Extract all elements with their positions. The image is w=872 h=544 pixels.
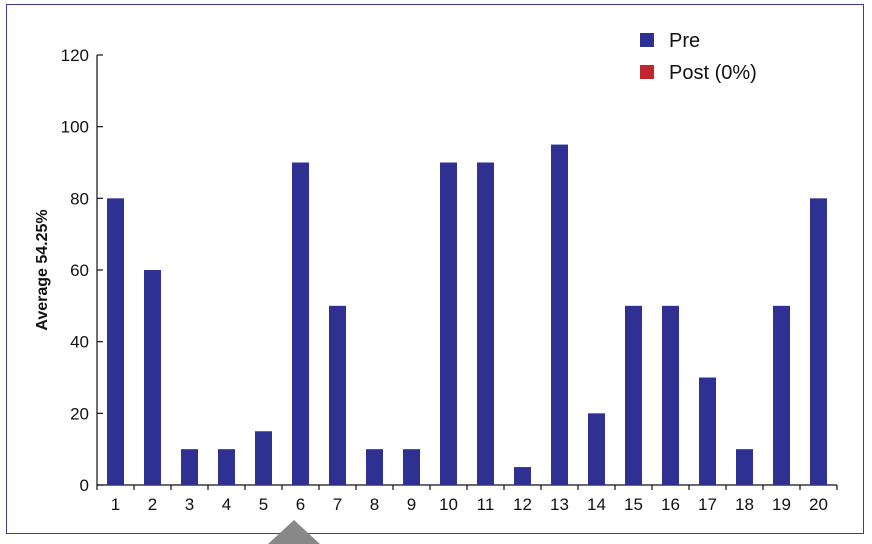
legend-swatch [640, 33, 654, 47]
bar-pre [477, 162, 494, 485]
x-tick-label: 12 [513, 495, 532, 514]
bar-pre [588, 413, 605, 485]
bar-pre [662, 305, 679, 485]
x-tick-label: 3 [185, 495, 194, 514]
legend-label: Post (0%) [669, 62, 757, 84]
bar-pre [144, 270, 161, 485]
y-tick-label: 60 [70, 261, 89, 280]
x-tick-label: 5 [259, 495, 268, 514]
x-tick-label: 7 [333, 495, 342, 514]
bar-pre [440, 162, 457, 485]
bar-pre [181, 449, 198, 485]
x-tick-label: 13 [550, 495, 569, 514]
x-tick-label: 16 [661, 495, 680, 514]
x-tick-label: 6 [296, 495, 305, 514]
x-tick-label: 11 [477, 495, 495, 514]
y-tick-label: 0 [80, 476, 89, 495]
x-tick-label: 19 [772, 495, 791, 514]
bar-pre [810, 198, 827, 486]
x-tick-label: 4 [222, 495, 231, 514]
bars [107, 144, 827, 486]
x-tick-label: 18 [735, 495, 754, 514]
bar-pre [699, 377, 716, 485]
x-tick-label: 14 [587, 495, 606, 514]
y-axis-label: Average 54.25% [34, 209, 51, 330]
decorative-arrow-shape [268, 520, 320, 544]
x-tick-label: 17 [698, 495, 717, 514]
bar-pre [514, 467, 531, 485]
y-tick-label: 100 [61, 118, 89, 137]
bar-pre [366, 449, 383, 485]
x-tick-label: 2 [148, 495, 157, 514]
bar-pre [292, 162, 309, 485]
y-tick-label: 120 [61, 46, 89, 65]
bar-pre [736, 449, 753, 485]
y-tick-label: 20 [70, 404, 89, 423]
y-tick-label: 80 [70, 189, 89, 208]
bar-pre [329, 305, 346, 485]
bar-pre [773, 305, 790, 485]
bar-pre [218, 449, 235, 485]
x-tick-label: 15 [624, 495, 643, 514]
legend: Pre Post (0%) [640, 30, 757, 84]
y-tick-label: 40 [70, 333, 89, 352]
bar-pre [625, 305, 642, 485]
bar-pre [255, 431, 272, 485]
x-tick-label: 10 [439, 495, 458, 514]
legend-label: Pre [669, 30, 700, 52]
x-tick-label: 9 [407, 495, 416, 514]
bar-pre [107, 198, 124, 486]
x-tick-label: 20 [809, 495, 828, 514]
x-tick-label: 8 [370, 495, 379, 514]
bar-pre [551, 144, 568, 486]
x-tick-label: 1 [111, 495, 120, 514]
legend-swatch [640, 65, 654, 79]
bar-pre [403, 449, 420, 485]
